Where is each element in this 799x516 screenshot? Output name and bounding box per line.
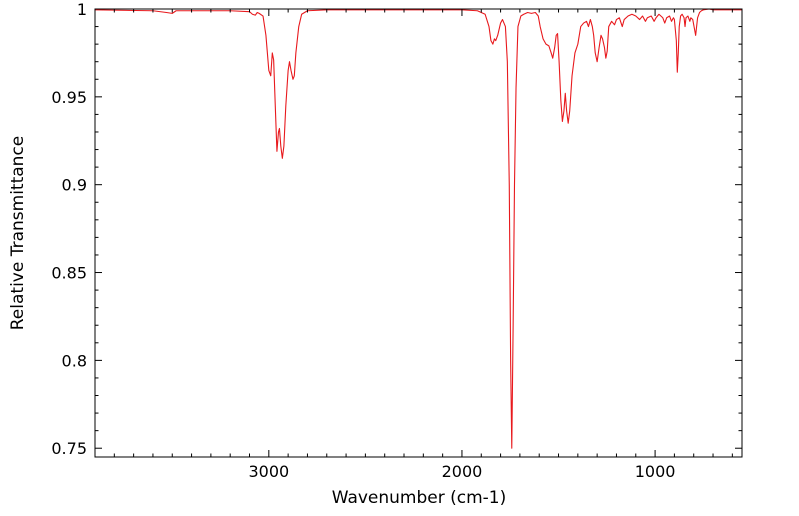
y-tick-label: 0.75	[51, 439, 87, 458]
x-axis-title: Wavenumber (cm-1)	[332, 488, 507, 508]
x-tick-label: 1000	[635, 462, 676, 481]
plot-frame	[94, 8, 743, 458]
plot-area	[94, 8, 743, 458]
series-line-0	[95, 9, 742, 449]
x-tick-label: 3000	[248, 462, 289, 481]
y-tick-label: 0.95	[51, 88, 87, 107]
y-tick-label: 1	[77, 0, 87, 19]
x-tick-label: 2000	[442, 462, 483, 481]
y-axis: 1 0.95 0.9 0.85 0.8 0.75	[51, 0, 742, 458]
y-axis-title: Relative Transmittance	[8, 136, 28, 331]
x-axis: 3000 2000 1000	[113, 9, 733, 481]
y-tick-label: 0.8	[62, 351, 87, 370]
y-tick-label: 0.85	[51, 264, 87, 283]
y-tick-label: 0.9	[62, 176, 87, 195]
